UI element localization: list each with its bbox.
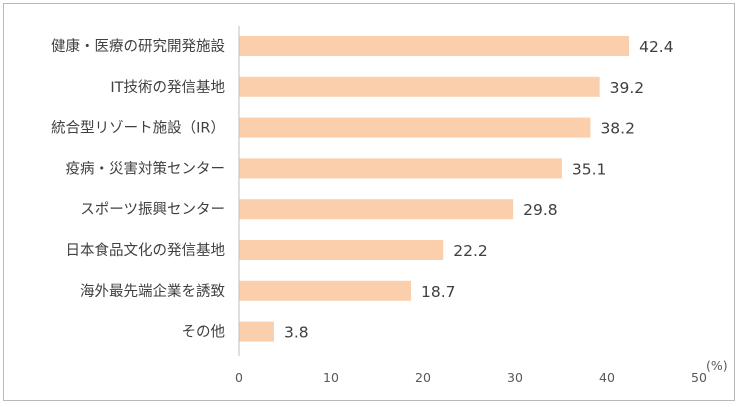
category-label: その他 [182,324,226,341]
data-label: 22.2 [453,242,488,260]
data-label: 39.2 [610,79,645,97]
bar [239,321,274,342]
bar [239,158,562,179]
category-label: 統合型リゾート施設（IR） [51,120,225,137]
x-tick-label: 20 [415,370,431,385]
bar [239,199,514,220]
data-label: 35.1 [572,160,607,178]
category-label: 日本食品文化の発信基地 [66,242,226,259]
x-axis-unit-label: (%) [706,358,728,373]
category-label: 健康・医療の研究開発施設 [51,38,225,55]
category-label: IT技術の発信基地 [110,79,225,96]
data-label: 18.7 [421,283,456,301]
x-tick-label: 50 [691,370,707,385]
bar [239,36,630,56]
data-label: 38.2 [600,120,635,138]
bar [239,280,412,301]
category-label: 海外最先端企業を誘致 [80,282,225,300]
bar [239,240,444,260]
data-label: 3.8 [284,324,309,342]
x-tick-label: 40 [599,370,615,385]
data-label: 29.8 [523,201,558,219]
category-label: 疫病・災害対策センター [66,160,226,177]
x-tick-label: 10 [323,370,339,385]
bar [239,76,600,97]
x-tick-label: 30 [507,370,523,385]
data-label: 42.4 [639,38,674,56]
category-label: スポーツ振興センター [80,201,225,218]
x-tick-label: 0 [235,370,243,385]
bar [239,117,591,138]
